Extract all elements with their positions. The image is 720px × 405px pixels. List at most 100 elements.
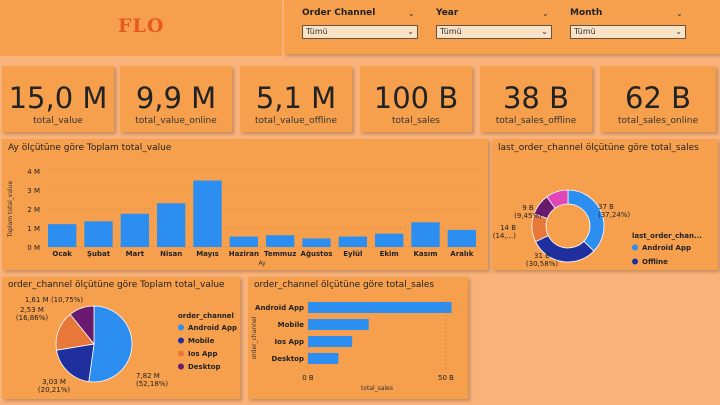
kpi-total-sales-online: 62 B total_sales_online <box>600 66 716 132</box>
last-order-channel-donut-chart: 37 B (37,24%) 31 B (30,58%) 14 B (14,...) 9 B(… <box>493 189 702 268</box>
year-dropdown[interactable]: Tümü ⌄ <box>436 25 552 39</box>
legend-marker <box>178 324 184 331</box>
x-tick-label: Temmuz <box>264 250 296 258</box>
x-tick-label: Mart <box>126 250 145 258</box>
hbar-chart-panel <box>248 277 468 399</box>
kpi-value: 15,0 M <box>8 81 108 115</box>
legend-entry: Mobile <box>188 337 215 345</box>
x-tick-label: Ocak <box>52 250 72 258</box>
pie-slice <box>69 305 95 346</box>
x-tick-label: Haziran <box>229 250 259 258</box>
legend-title: order_channel <box>178 312 234 320</box>
kpi-label: total_sales <box>391 116 440 126</box>
y-tick-label: Ios App <box>275 338 304 346</box>
bar <box>308 319 369 330</box>
pie-slice <box>546 189 569 209</box>
chevron-down-icon[interactable]: ⌄ <box>408 9 415 18</box>
slice-data-label: 31 B (30,58%) <box>526 252 558 268</box>
flo-logo: FLO <box>118 15 165 37</box>
slice-data-label: 1,61 M (10,75%) <box>25 296 83 304</box>
kpi-total-value-offline: 5,1 M total_value_offline <box>240 66 352 132</box>
bar <box>193 180 222 247</box>
chevron-down-icon[interactable]: ⌄ <box>676 9 683 18</box>
bar <box>229 236 259 247</box>
x-tick-label: Ağustos <box>301 250 333 258</box>
kpi-value: 5,1 M <box>255 81 337 115</box>
month-filter-label: Month <box>570 8 603 18</box>
x-tick-label: Ekim <box>380 250 399 258</box>
monthly-bar-chart: 0 M 1 M 2 M 3 M 4 M Ocak Şubat Mart Nisan Mayıs Ha… <box>7 168 480 267</box>
bar <box>308 302 452 313</box>
bar <box>411 222 440 247</box>
dropdown-arrow-icon: ⌄ <box>407 27 414 36</box>
year-filter[interactable]: Year ⌄ Tümü ⌄ <box>436 8 552 39</box>
bar <box>338 236 368 247</box>
bar <box>308 336 353 347</box>
monthly-bar-chart-title: Ay ölçütüne göre Toplam total_value <box>8 143 172 153</box>
y-tick-label: 4 M <box>27 168 40 176</box>
legend-entry: Ios App <box>188 350 217 358</box>
legend-marker <box>178 363 184 370</box>
order-channel-dropdown[interactable]: Tümü ⌄ <box>302 25 418 39</box>
month-dropdown[interactable]: Tümü ⌄ <box>570 25 686 39</box>
bar <box>308 353 339 364</box>
kpi-total-value-online: 9,9 M total_value_online <box>120 66 232 132</box>
x-tick-label: Şubat <box>87 250 111 258</box>
slice-data-label: 3,03 M (20,21%) <box>38 378 70 394</box>
order-channel-pie-chart: 7,82 M (52,18%) 3,03 M (20,21%) 2,53 M (16,86… <box>16 296 237 394</box>
bar <box>265 235 295 247</box>
year-filter-label: Year <box>436 8 459 18</box>
year-value: Tümü <box>440 27 462 36</box>
order-channel-value: Tümü <box>306 27 328 36</box>
pie-slice <box>88 305 133 383</box>
legend-entry: Desktop <box>188 363 221 371</box>
x-axis-label: Ay <box>258 260 266 267</box>
order-channel-filter-label: Order Channel <box>302 8 376 18</box>
y-tick-label: Android App <box>255 304 304 312</box>
y-tick-label: Mobile <box>278 321 305 329</box>
pie-chart-title: order_channel ölçütüne göre Toplam total… <box>8 280 225 290</box>
x-tick-label: Kasım <box>413 250 437 258</box>
legend-entry: Offline <box>642 258 668 266</box>
kpi-label: total_value <box>33 116 83 126</box>
slice-data-label: 14 B (14,...) <box>493 224 517 240</box>
kpi-value: 100 B <box>373 81 459 115</box>
x-tick-label: 50 B <box>438 374 454 382</box>
kpi-value: 9,9 M <box>135 81 217 115</box>
order-channel-sales-bar-chart: Android App Mobile Ios App Desktop 0 B 50 B to… <box>251 299 454 392</box>
hbar-chart-title: order_channel ölçütüne göre total_sales <box>254 280 435 290</box>
kpi-value: 62 B <box>624 81 691 115</box>
y-tick-label: 1 M <box>27 225 40 233</box>
kpi-label: total_sales_offline <box>495 116 577 126</box>
y-axis-label: Toplam total_value <box>7 181 14 239</box>
slice-data-label: 37 B (37,24%) <box>598 203 630 219</box>
kpi-total-value: 15,0 M total_value <box>2 66 114 132</box>
donut-chart-title: last_order_channel ölçütüne göre total_s… <box>498 143 699 153</box>
slice-data-label: 2,53 M (16,86%) <box>16 306 48 322</box>
x-tick-label: 0 B <box>302 374 314 382</box>
x-tick-label: Mayıs <box>196 250 219 258</box>
header-panel <box>0 0 282 56</box>
x-tick-label: Nisan <box>160 250 182 258</box>
bar <box>447 229 477 247</box>
kpi-total-sales-offline: 38 B total_sales_offline <box>480 66 592 132</box>
y-tick-label: 3 M <box>27 187 40 195</box>
legend-marker <box>632 258 638 265</box>
kpi-label: total_sales_online <box>618 116 698 126</box>
month-filter[interactable]: Month ⌄ Tümü ⌄ <box>570 8 686 39</box>
monthly-bar-chart-panel <box>2 139 488 270</box>
chevron-down-icon[interactable]: ⌄ <box>542 9 549 18</box>
order-channel-filter[interactable]: Order Channel ⌄ Tümü ⌄ <box>302 8 418 39</box>
month-value: Tümü <box>574 27 596 36</box>
y-tick-label: 0 M <box>27 244 40 252</box>
bar <box>156 203 186 247</box>
y-tick-label: 2 M <box>27 206 40 214</box>
bar <box>120 213 150 247</box>
pie-slice <box>567 189 605 252</box>
dropdown-arrow-icon: ⌄ <box>541 27 548 36</box>
legend-title: last_order_chan... <box>632 232 702 240</box>
kpi-value: 38 B <box>502 81 569 115</box>
x-tick-label: Eylül <box>343 250 362 258</box>
legend-entry: Android App <box>642 244 691 252</box>
slice-data-label: 7,82 M (52,18%) <box>136 372 168 388</box>
